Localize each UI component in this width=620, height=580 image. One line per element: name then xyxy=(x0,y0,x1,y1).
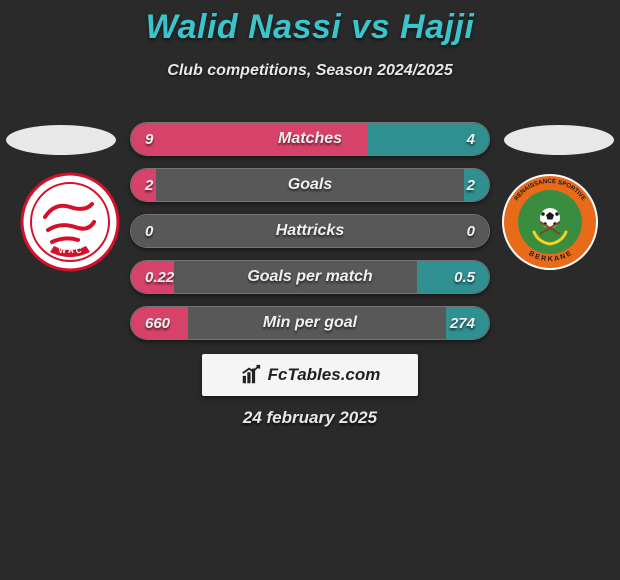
bar-right-value: 4 xyxy=(467,123,475,155)
stat-bars: 94Matches22Goals00Hattricks0.220.5Goals … xyxy=(130,122,490,352)
bar-mid-fill xyxy=(188,307,446,339)
date-label: 24 february 2025 xyxy=(0,408,620,428)
page-title: Walid Nassi vs Hajji xyxy=(0,8,620,47)
bar-right-value: 0 xyxy=(467,215,475,247)
subtitle: Club competitions, Season 2024/2025 xyxy=(0,62,620,80)
club-badge-right: RENAISSANCE SPORTIVE B E R K A N E xyxy=(500,172,600,272)
stat-row: 94Matches xyxy=(130,122,490,156)
bar-left-fill xyxy=(131,123,367,155)
stat-row: 22Goals xyxy=(130,168,490,202)
stat-row: 0.220.5Goals per match xyxy=(130,260,490,294)
bar-mid-fill xyxy=(156,169,464,201)
chart-bars-icon xyxy=(240,364,262,386)
bar-right-value: 0.5 xyxy=(454,261,475,293)
berkane-logo-icon: RENAISSANCE SPORTIVE B E R K A N E xyxy=(500,172,600,272)
fctables-logo[interactable]: FcTables.com xyxy=(202,354,418,396)
logo-text: FcTables.com xyxy=(268,365,381,385)
bar-right-value: 274 xyxy=(450,307,475,339)
bar-mid-fill xyxy=(174,261,417,293)
bar-left-value: 9 xyxy=(145,123,153,155)
club-badge-left: W A C xyxy=(20,172,120,272)
bar-left-value: 0 xyxy=(145,215,153,247)
comparison-card: Walid Nassi vs Hajji Club competitions, … xyxy=(0,0,620,580)
bar-mid-fill xyxy=(131,215,489,247)
bar-left-value: 660 xyxy=(145,307,170,339)
svg-text:W A C: W A C xyxy=(59,246,82,255)
bar-left-value: 2 xyxy=(145,169,153,201)
player-silhouette-right xyxy=(504,125,614,155)
wydad-logo-icon: W A C xyxy=(20,172,120,272)
stat-row: 660274Min per goal xyxy=(130,306,490,340)
bar-left-value: 0.22 xyxy=(145,261,174,293)
stat-row: 00Hattricks xyxy=(130,214,490,248)
player-silhouette-left xyxy=(6,125,116,155)
bar-right-value: 2 xyxy=(467,169,475,201)
